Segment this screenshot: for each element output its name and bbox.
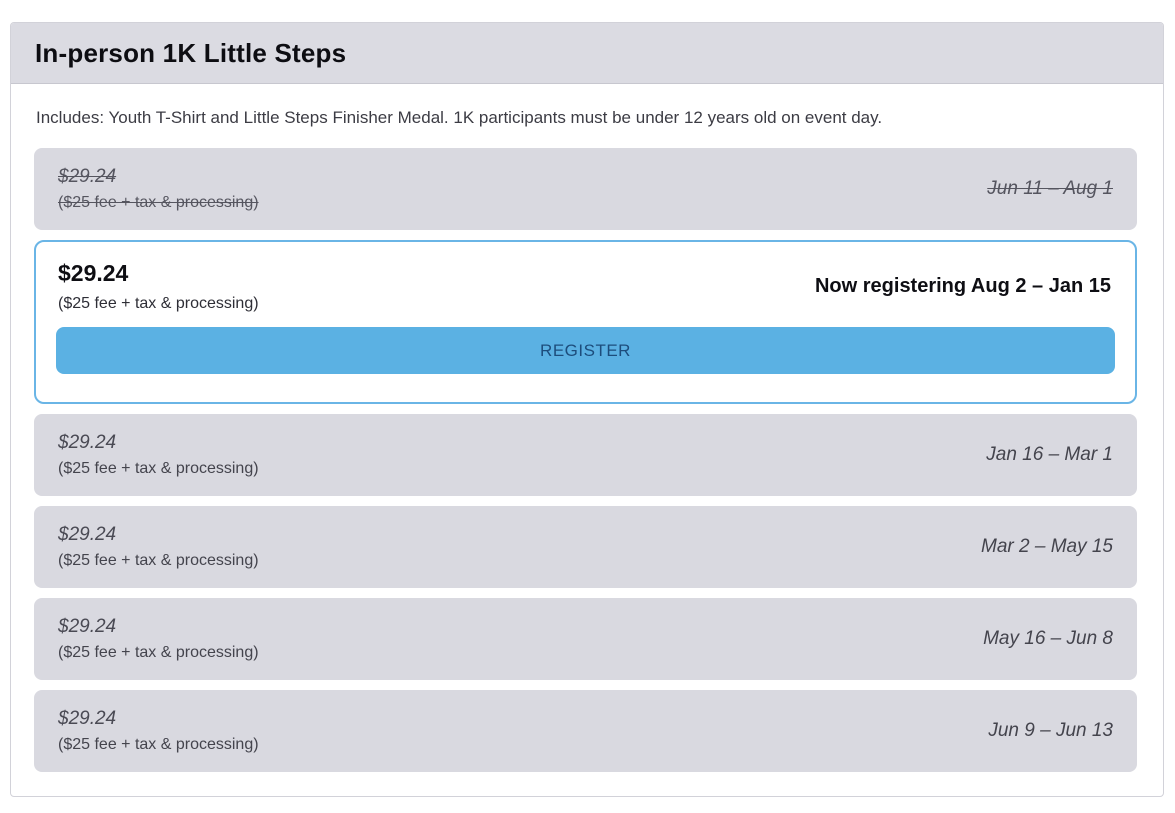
- pricing-tier-upcoming: $29.24 ($25 fee + tax & processing) Jan …: [34, 414, 1137, 496]
- tier-date-range: May 16 – Jun 8: [983, 628, 1113, 649]
- pricing-tier-upcoming: $29.24 ($25 fee + tax & processing) May …: [34, 598, 1137, 680]
- tier-fee-detail: ($25 fee + tax & processing): [58, 295, 259, 312]
- tier-fee-detail: ($25 fee + tax & processing): [58, 552, 259, 569]
- pricing-tier-expired: $29.24 ($25 fee + tax & processing) Jun …: [34, 148, 1137, 230]
- tier-price-block: $29.24 ($25 fee + tax & processing): [58, 708, 259, 754]
- pricing-tier-upcoming: $29.24 ($25 fee + tax & processing) Mar …: [34, 506, 1137, 588]
- now-registering-label: Now registering Aug 2 – Jan 15: [814, 275, 1111, 297]
- tier-fee-detail: ($25 fee + tax & processing): [58, 194, 259, 211]
- tier-fee-detail: ($25 fee + tax & processing): [58, 736, 259, 753]
- card-body: Includes: Youth T-Shirt and Little Steps…: [11, 84, 1163, 796]
- tier-price-block: $29.24 ($25 fee + tax & processing): [58, 432, 259, 478]
- tier-price: $29.24: [58, 524, 117, 545]
- tier-date-range: Jun 11 – Aug 1: [987, 178, 1113, 199]
- pricing-tier-list: $29.24 ($25 fee + tax & processing) Jun …: [34, 148, 1137, 772]
- tier-price: $29.24: [58, 432, 117, 453]
- tier-fee-detail: ($25 fee + tax & processing): [58, 460, 259, 477]
- pricing-tier-upcoming: $29.24 ($25 fee + tax & processing) Jun …: [34, 690, 1137, 772]
- tier-price: $29.24: [58, 708, 117, 729]
- event-title: In-person 1K Little Steps: [35, 38, 347, 68]
- card-header: In-person 1K Little Steps: [11, 23, 1163, 84]
- event-pricing-card: In-person 1K Little Steps Includes: Yout…: [10, 22, 1164, 797]
- tier-date-range: Mar 2 – May 15: [981, 536, 1113, 557]
- tier-price: $29.24: [58, 166, 117, 187]
- tier-price-block: $29.24 ($25 fee + tax & processing): [58, 166, 259, 212]
- tier-price-block: $29.24 ($25 fee + tax & processing): [58, 524, 259, 570]
- tier-date-range: Jun 9 – Jun 13: [988, 720, 1113, 741]
- tier-price: $29.24: [58, 616, 117, 637]
- active-tier-info: $29.24 ($25 fee + tax & processing) Now …: [56, 258, 1115, 313]
- tier-price-block: $29.24 ($25 fee + tax & processing): [58, 616, 259, 662]
- tier-price: $29.24: [58, 260, 129, 286]
- tier-price-block: $29.24 ($25 fee + tax & processing): [58, 260, 259, 313]
- tier-date-range: Jan 16 – Mar 1: [986, 444, 1113, 465]
- pricing-tier-active: $29.24 ($25 fee + tax & processing) Now …: [34, 240, 1137, 404]
- register-button[interactable]: REGISTER: [56, 327, 1115, 374]
- event-description: Includes: Youth T-Shirt and Little Steps…: [36, 108, 883, 127]
- tier-fee-detail: ($25 fee + tax & processing): [58, 644, 259, 661]
